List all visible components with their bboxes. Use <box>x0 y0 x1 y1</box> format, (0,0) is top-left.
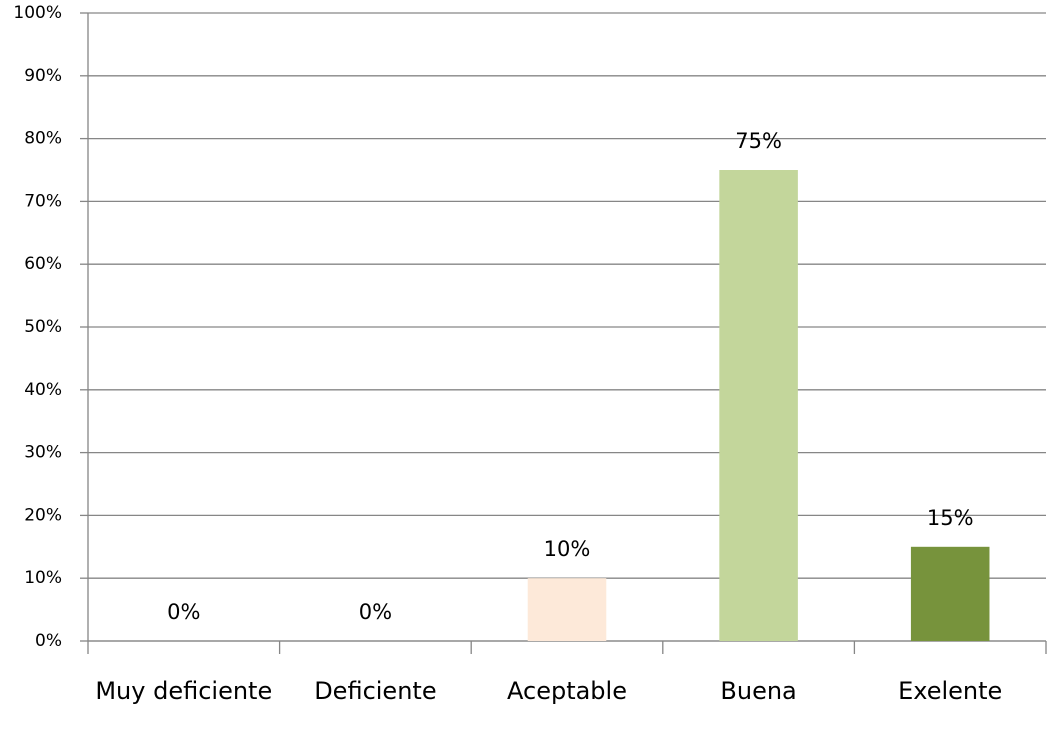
value-label: 15% <box>927 506 974 530</box>
y-tick-label: 100% <box>13 3 62 23</box>
bar <box>719 170 798 641</box>
y-tick-label: 30% <box>24 443 62 463</box>
bar <box>910 546 990 641</box>
y-tick-label: 80% <box>24 129 62 149</box>
y-tick-label: 50% <box>24 317 62 337</box>
value-label: 10% <box>544 537 591 561</box>
value-label: 0% <box>359 600 392 624</box>
x-tick-label: Exelente <box>898 677 1002 705</box>
y-tick-label: 40% <box>24 380 62 400</box>
value-label: 0% <box>167 600 200 624</box>
x-tick-label: Deficiente <box>314 677 436 705</box>
y-tick-label: 0% <box>35 631 62 651</box>
y-tick-label: 60% <box>24 254 62 274</box>
x-tick-label: Buena <box>720 677 796 705</box>
x-tick-label: Aceptable <box>507 677 627 705</box>
y-tick-label: 90% <box>24 66 62 86</box>
y-tick-label: 20% <box>24 505 62 525</box>
y-tick-label: 10% <box>24 568 62 588</box>
y-tick-label: 70% <box>24 191 62 211</box>
x-tick-label: Muy deficiente <box>95 677 272 705</box>
bar <box>527 578 607 641</box>
value-label: 75% <box>735 129 782 153</box>
